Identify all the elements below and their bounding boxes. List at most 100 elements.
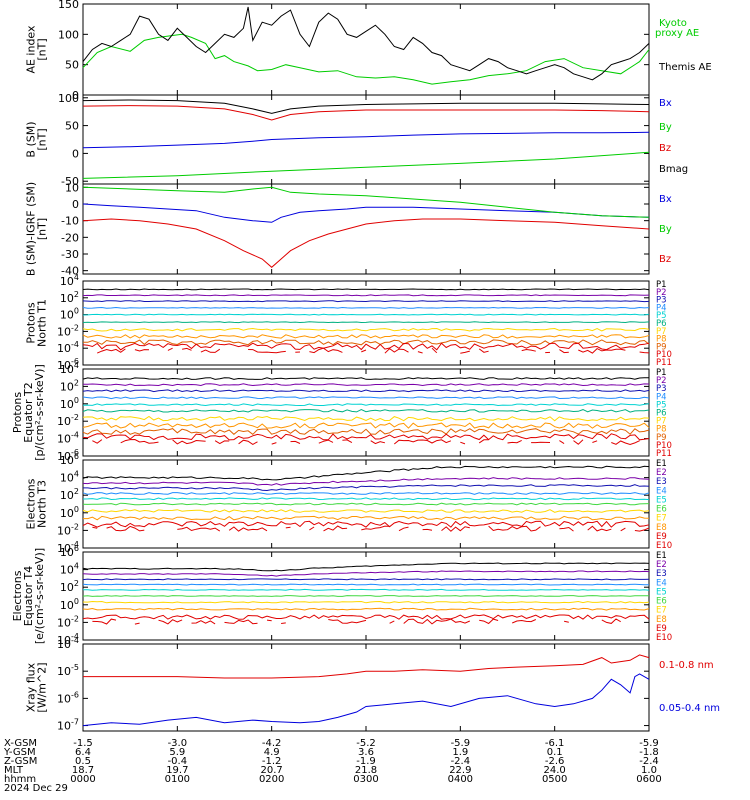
legend-entry: P3 [656,296,667,306]
legend-entry: 0.1-0.8 nm [659,660,714,671]
y-axis-label: [W/m^2] [36,662,49,712]
tick-base: 10 [57,634,71,647]
y-tick-label: 10-7 [57,718,79,733]
y-tick-label: -10 [61,215,79,228]
legend-entry: E9 [656,532,667,542]
ephemeris-value: 0200 [259,774,284,785]
y-tick-label: 104 [60,273,79,288]
series-line-by [82,186,650,218]
series-line-p7 [82,327,650,332]
ephemeris-value: -1.9 [356,756,376,767]
ephemeris-value: 21.8 [355,765,377,776]
tick-exponent: 4 [74,361,79,370]
panel-frame [82,3,650,96]
tick-base: 10 [57,720,71,733]
y-axis-label: Equator T4 [22,566,35,626]
y-axis-label: Protons [11,392,24,433]
tick-exponent: -2 [71,614,79,623]
ephemeris-value: 0.5 [75,756,91,767]
series-line-p6 [82,321,650,324]
y-tick-label: -50 [61,175,79,188]
legend-entry: Bx [659,98,672,109]
legend-entry: E10 [656,633,672,643]
series-line-themis-ae [82,6,650,81]
tick-exponent: 4 [74,470,79,479]
panel-frame [82,643,650,732]
legend-entry: E6 [656,597,667,607]
series-line-0.05-0.4-nm [82,673,650,727]
series-line-p6 [82,408,650,413]
tick-base: 10 [60,599,74,612]
ephemeris-value: 0.1 [547,747,563,758]
tick-base: 10 [57,638,71,651]
y-tick-label: 100 [58,92,79,105]
y-tick-label: 102 [60,290,79,305]
y-tick-label: 100 [60,597,79,612]
tick-exponent: -4 [71,340,79,349]
series-line-e3 [83,484,650,492]
legend-entry: Bmag [659,164,688,175]
legend-entry: E3 [656,477,667,487]
ephemeris-value: 0000 [70,774,95,785]
legend-entry: P10 [656,441,672,451]
y-tick-label: 0 [72,89,79,102]
y-tick-label: 50 [65,120,79,133]
legend-entry: proxy AE [655,28,699,39]
series-line-bx [82,203,650,223]
legend-entry: E6 [656,505,667,515]
ephemeris-value: -1.2 [262,756,282,767]
series-line-e4 [82,583,650,586]
series-line-p9 [82,428,650,435]
tick-base: 10 [60,380,74,393]
ephemeris-value: -1.8 [639,747,659,758]
tick-base: 10 [60,309,74,322]
ephemeris-value: 0600 [636,774,661,785]
y-axis-label: Electrons [25,478,38,529]
series-line-e1 [82,465,650,481]
legend-entry: P5 [656,400,667,410]
tick-exponent: -6 [71,690,79,699]
ephemeris-value: -5.2 [356,738,376,749]
panel-bsm: -50 0 50 100 B (SM)[nT] Bx By Bz Bmag [25,92,689,188]
series-line-p3 [82,300,650,303]
tick-exponent: 6 [74,452,79,461]
ephemeris-value: 24.0 [544,765,566,776]
y-axis-label: B (SM) [25,121,38,157]
tick-exponent: -6 [71,357,79,366]
legend-entry: E1 [656,459,667,469]
ephemeris-value: 0300 [353,774,378,785]
series-line-e4 [82,492,650,495]
ephemeris-row-label: X-GSM [4,738,37,749]
tick-exponent: 2 [74,378,79,387]
series-line-e2 [82,570,650,577]
series-line-e10 [92,619,644,624]
y-tick-label: 10-6 [57,690,79,705]
legend-entry: P6 [656,319,667,329]
ephemeris-value: 6.4 [75,747,91,758]
ephemeris-value: -2.4 [639,756,659,767]
series-line-e8 [83,515,650,521]
legend-entry: E2 [656,468,667,478]
ephemeris-value: -5.9 [639,738,659,749]
ephemeris-row-label: hhmm [4,774,36,785]
legend-entry: E4 [656,578,667,588]
y-tick-label: 104 [60,470,79,485]
series-line-p1 [82,288,650,291]
ephemeris-value: 0400 [448,774,473,785]
tick-base: 10 [60,507,74,520]
legend-entry: E7 [656,514,667,524]
y-axis-label: Protons [25,302,38,343]
series-line-p10 [82,433,650,441]
tick-base: 10 [60,564,74,577]
y-tick-label: 0 [72,198,79,211]
y-tick-label: 10 [65,181,79,194]
ephemeris-row-label: 2024 Dec 29 [4,783,68,794]
y-tick-label: 10-2 [57,323,79,338]
y-tick-label: 106 [60,544,79,559]
y-tick-label: 106 [60,452,79,467]
tick-base: 10 [57,342,71,355]
